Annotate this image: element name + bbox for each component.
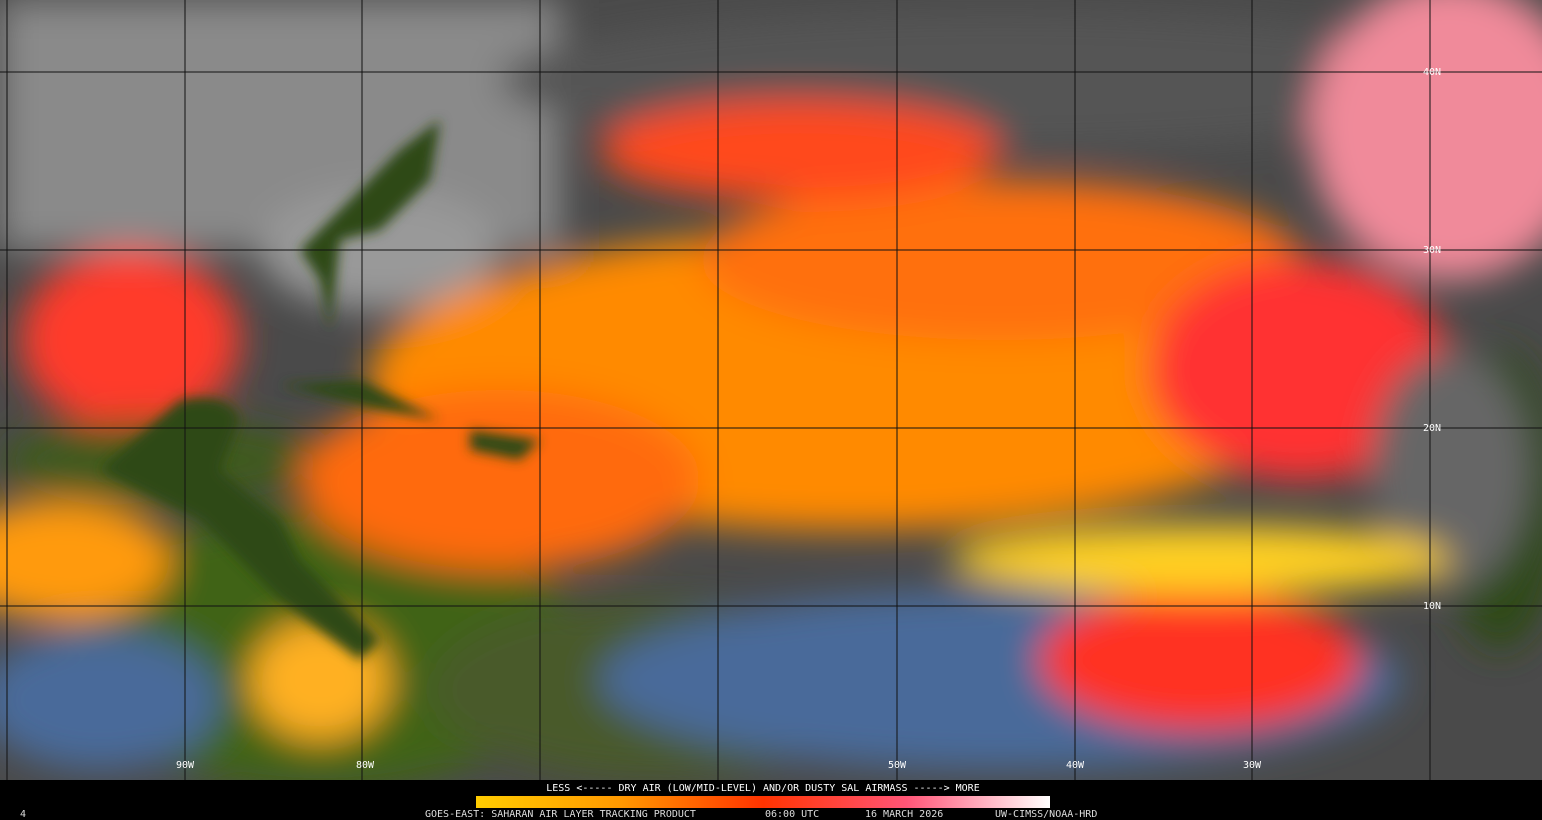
lat-label: 40N xyxy=(1423,67,1441,78)
product-name: GOES-EAST: SAHARAN AIR LAYER TRACKING PR… xyxy=(425,809,696,820)
landmasses xyxy=(100,120,540,660)
lon-label: 40W xyxy=(1066,760,1085,771)
lat-label: 20N xyxy=(1423,423,1441,434)
date: 16 MARCH 2026 xyxy=(865,809,943,820)
lon-label: 80W xyxy=(356,760,375,771)
credit: UW-CIMSS/NOAA-HRD xyxy=(995,809,1097,820)
scale-caption: LESS <----- DRY AIR (LOW/MID-LEVEL) AND/… xyxy=(546,783,979,794)
lon-label: 30W xyxy=(1243,760,1262,771)
color-scale xyxy=(476,796,1050,808)
imagery xyxy=(0,0,1542,790)
lon-label: 50W xyxy=(888,760,907,771)
frame-number: 4 xyxy=(20,809,26,820)
lon-label: 90W xyxy=(176,760,195,771)
lat-label: 30N xyxy=(1423,245,1441,256)
time: 06:00 UTC xyxy=(765,809,819,820)
graticule: 90W 80W 50W 40W 30W 40N 30N 20N 10N xyxy=(0,0,1542,780)
lat-label: 10N xyxy=(1423,601,1441,612)
